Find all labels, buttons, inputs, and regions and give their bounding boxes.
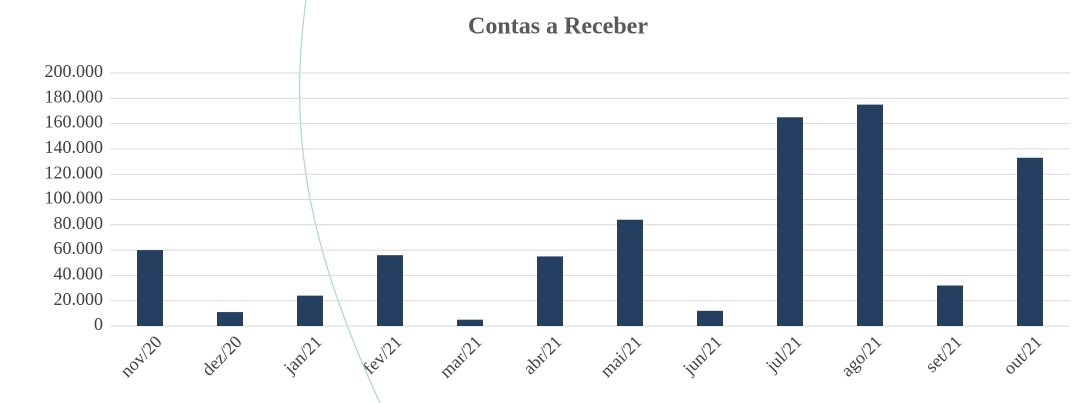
x-tick-label: ago/21 xyxy=(837,332,886,381)
x-tick-label: jan/21 xyxy=(279,332,326,379)
bar xyxy=(377,255,403,326)
bar xyxy=(217,312,243,326)
bar xyxy=(137,250,163,326)
y-tick-label: 120.000 xyxy=(45,162,104,182)
chart-title: Contas a Receber xyxy=(468,14,648,40)
y-tick-label: 180.000 xyxy=(45,86,104,106)
x-tick-label: fev/21 xyxy=(359,332,406,379)
bar xyxy=(537,256,563,326)
x-tick-label: mai/21 xyxy=(596,332,645,381)
y-tick-label: 140.000 xyxy=(45,137,104,157)
bar xyxy=(1017,157,1043,326)
x-tick-label: jun/21 xyxy=(678,332,725,379)
bar xyxy=(857,104,883,326)
x-tick-label: abr/21 xyxy=(519,332,566,379)
bar xyxy=(777,117,803,327)
bar xyxy=(617,219,643,326)
y-tick-label: 160.000 xyxy=(45,112,104,132)
y-tick-label: 100.000 xyxy=(45,188,104,208)
y-tick-label: 60.000 xyxy=(54,238,104,258)
x-tick-label: nov/20 xyxy=(116,332,166,382)
bar xyxy=(697,310,723,326)
x-tick-label: set/21 xyxy=(921,332,966,377)
y-tick-label: 0 xyxy=(94,314,103,334)
x-tick-label: jul/21 xyxy=(761,332,806,377)
x-tick-label: mar/21 xyxy=(436,332,486,382)
y-tick-label: 40.000 xyxy=(54,264,104,284)
decorative-curve xyxy=(298,0,381,403)
y-tick-label: 20.000 xyxy=(54,289,104,309)
bar xyxy=(297,295,323,326)
x-tick-label: out/21 xyxy=(999,332,1046,379)
bar xyxy=(457,319,483,326)
y-tick-label: 200.000 xyxy=(45,61,104,81)
bar xyxy=(937,285,963,326)
y-tick-label: 80.000 xyxy=(54,213,104,233)
x-tick-label: dez/20 xyxy=(198,332,246,380)
